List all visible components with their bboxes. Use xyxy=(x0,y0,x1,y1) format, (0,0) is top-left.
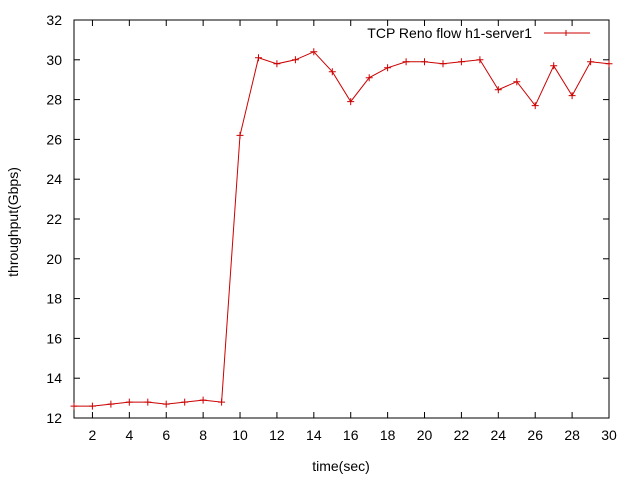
y-tick-label: 30 xyxy=(46,52,62,68)
x-tick-label: 4 xyxy=(125,427,133,443)
data-point xyxy=(181,398,189,406)
x-axis-label: time(sec) xyxy=(312,458,370,474)
y-tick-label: 24 xyxy=(46,171,62,187)
data-point xyxy=(421,58,428,66)
data-point xyxy=(365,74,373,82)
y-tick-label: 28 xyxy=(46,92,62,108)
x-tick-label: 20 xyxy=(417,427,433,443)
x-tick-label: 18 xyxy=(380,427,396,443)
y-tick-label: 12 xyxy=(46,410,62,426)
series-line xyxy=(74,51,610,407)
data-point xyxy=(255,54,262,62)
data-point xyxy=(236,131,244,139)
data-point xyxy=(125,398,133,406)
data-point xyxy=(587,58,595,66)
data-point xyxy=(568,92,576,100)
data-point xyxy=(457,58,465,66)
data-point xyxy=(310,48,318,56)
data-point xyxy=(107,400,115,408)
x-tick-label: 10 xyxy=(232,427,248,443)
data-point xyxy=(531,102,539,110)
data-point xyxy=(162,400,170,408)
y-tick-label: 14 xyxy=(46,370,62,386)
x-tick-label: 24 xyxy=(491,427,507,443)
x-tick-label: 16 xyxy=(343,427,359,443)
data-point xyxy=(513,78,521,86)
data-point xyxy=(347,98,355,106)
x-tick-label: 8 xyxy=(199,427,207,443)
data-point xyxy=(291,56,299,64)
x-tick-label: 2 xyxy=(89,427,97,443)
data-point xyxy=(273,60,281,68)
plot-frame xyxy=(73,19,610,419)
y-tick-label: 18 xyxy=(46,291,62,307)
data-point xyxy=(494,86,502,94)
x-tick-label: 22 xyxy=(454,427,470,443)
legend-label: TCP Reno flow h1-server1 xyxy=(367,25,532,41)
y-tick-label: 32 xyxy=(46,12,62,28)
ticks-layer: 2 4 6 8 10 12 14 16 18 20 22 24 26 28 3012141618202224… xyxy=(46,12,617,443)
data-point xyxy=(476,56,484,64)
data-point xyxy=(550,62,558,70)
x-tick-label: 12 xyxy=(269,427,285,443)
data-point xyxy=(605,60,613,68)
x-tick-label: 26 xyxy=(527,427,543,443)
data-point xyxy=(70,402,78,410)
data-point xyxy=(144,398,152,406)
data-point xyxy=(88,402,96,410)
data-point xyxy=(402,58,410,66)
legend: TCP Reno flow h1-server1 xyxy=(367,25,590,41)
x-tick-label: 14 xyxy=(306,427,322,443)
data-point xyxy=(218,398,226,406)
legend-marker xyxy=(563,30,569,36)
data-point xyxy=(439,60,447,68)
data-point xyxy=(384,64,392,72)
x-tick-label: 6 xyxy=(162,427,170,443)
y-tick-label: 16 xyxy=(46,330,62,346)
data-point xyxy=(328,68,336,76)
series-layer xyxy=(70,48,613,410)
data-point xyxy=(199,396,207,404)
y-axis-label: throughput(Gbps) xyxy=(5,167,21,277)
y-tick-label: 26 xyxy=(46,131,62,147)
x-tick-label: 28 xyxy=(564,427,580,443)
x-tick-label: 30 xyxy=(601,427,617,443)
y-tick-label: 22 xyxy=(46,211,62,227)
y-tick-label: 20 xyxy=(46,251,62,267)
